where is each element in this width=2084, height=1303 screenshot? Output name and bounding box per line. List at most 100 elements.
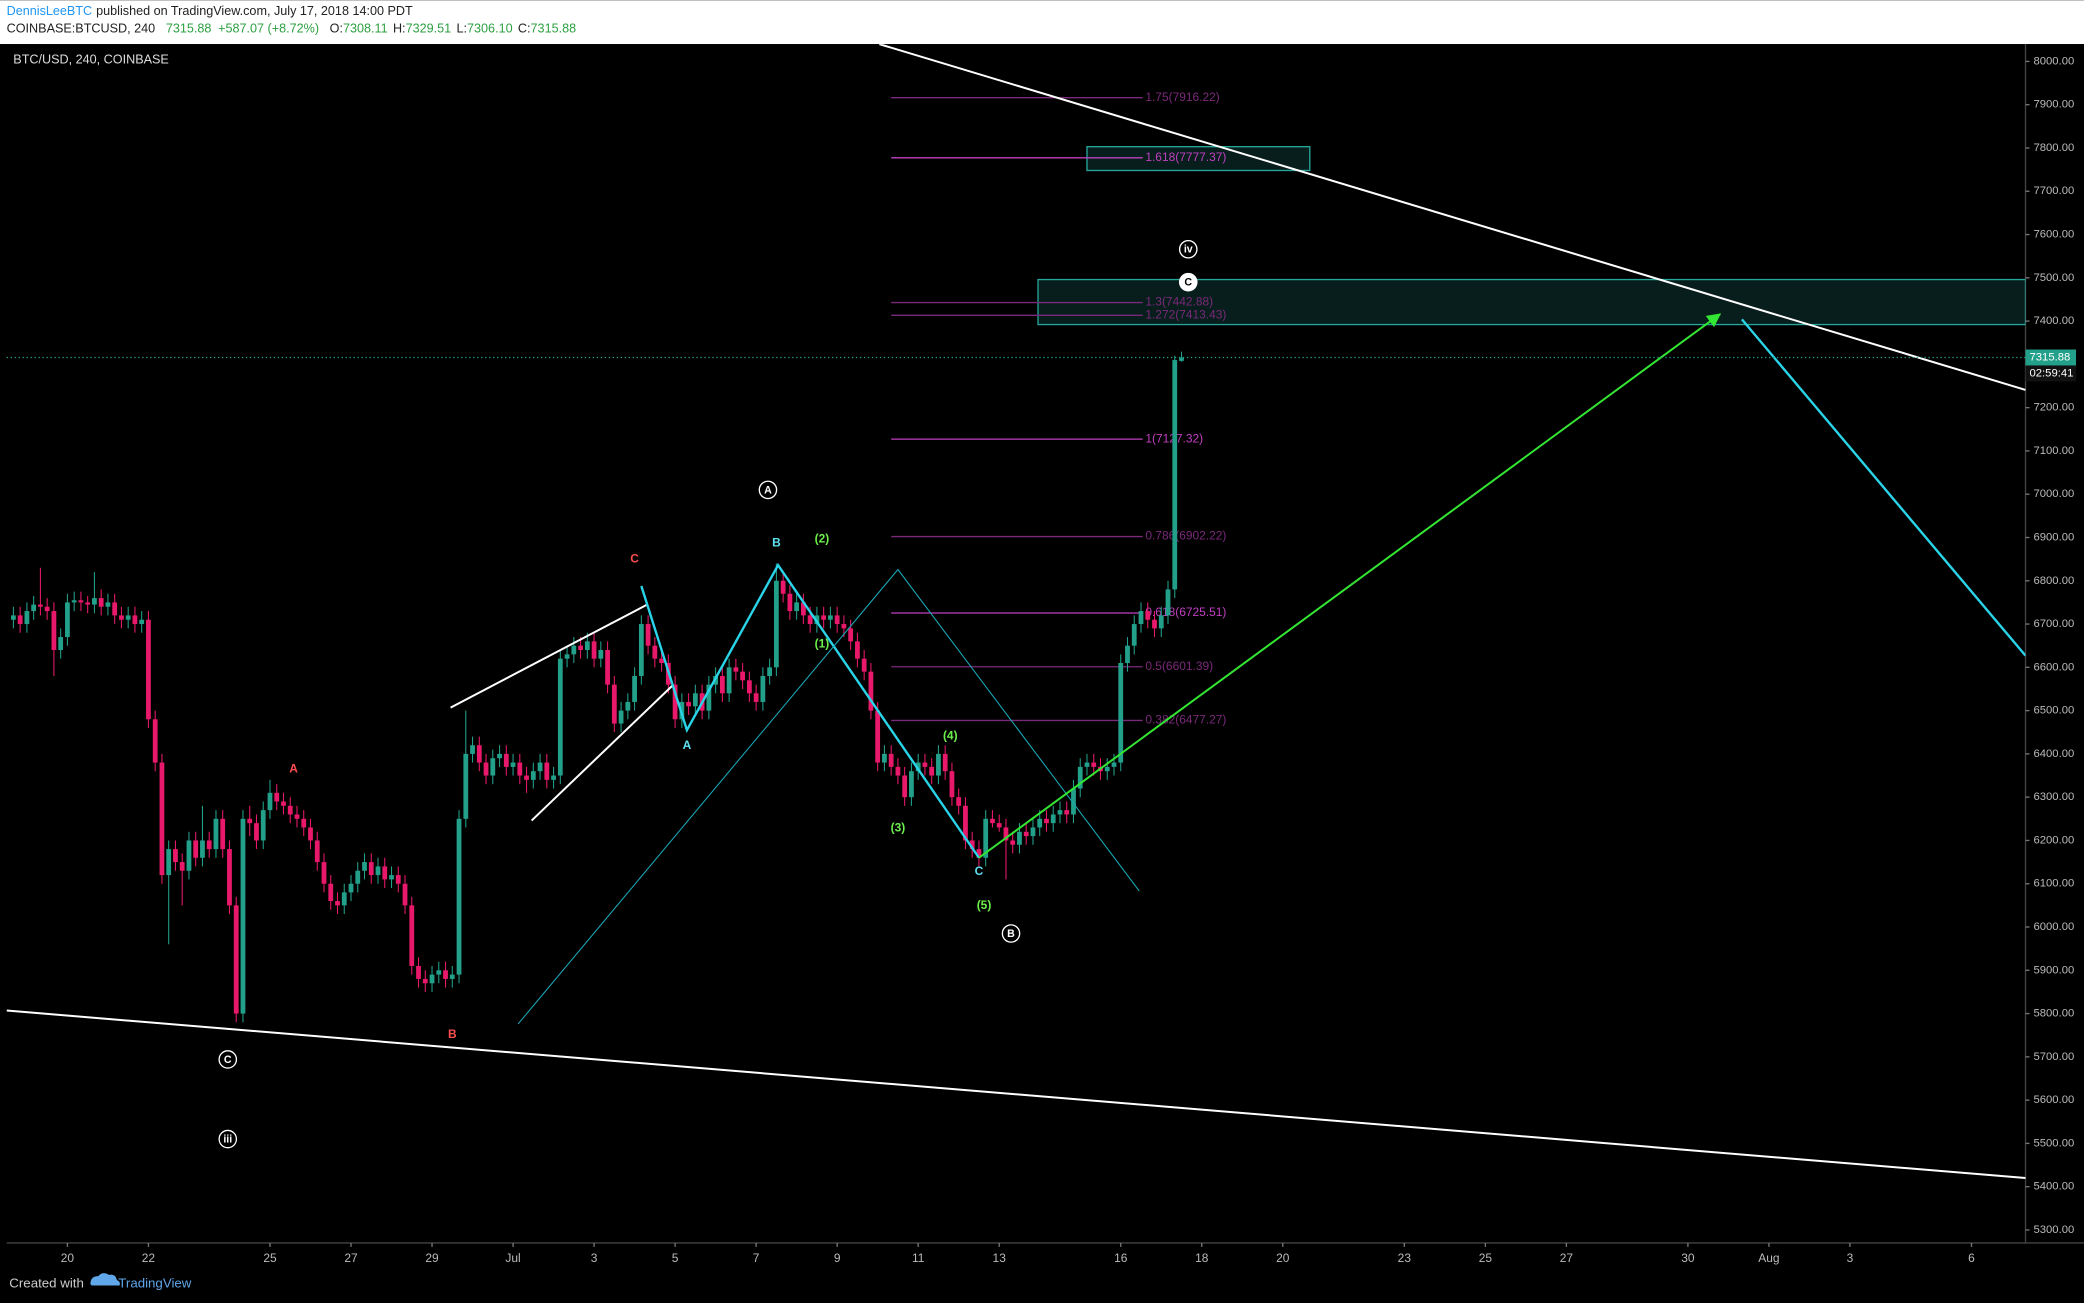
y-tick-label: 7700.00 xyxy=(2033,185,2074,197)
candle-body xyxy=(672,684,678,720)
candle-body xyxy=(260,810,266,841)
candle-body xyxy=(632,675,637,702)
candle-body xyxy=(348,883,354,893)
candle-body xyxy=(274,792,280,802)
x-tick-label: Jul xyxy=(505,1251,520,1265)
trend-line xyxy=(978,313,1722,859)
candle-body xyxy=(875,710,881,763)
candle-body xyxy=(490,758,496,776)
candle-body xyxy=(470,745,475,754)
candle-body xyxy=(530,771,536,780)
candle-body xyxy=(564,654,570,659)
candle-body xyxy=(983,818,989,858)
candle-body xyxy=(1003,827,1009,841)
candle-body xyxy=(956,797,962,806)
candle-body xyxy=(254,823,259,841)
candle-body xyxy=(524,775,529,780)
published: published on TradingView.com, July 17, 2… xyxy=(96,5,413,19)
x-tick-label: 23 xyxy=(1398,1251,1412,1265)
candle-body xyxy=(591,641,597,659)
candle-body xyxy=(476,745,482,763)
wave-label: A xyxy=(764,484,772,496)
candle-body xyxy=(780,580,786,594)
candle-body xyxy=(159,762,165,876)
y-tick-label: 5600.00 xyxy=(2033,1094,2074,1106)
candle-body xyxy=(868,671,874,711)
trend-line xyxy=(450,604,647,709)
candle-body xyxy=(11,615,16,620)
candle-body xyxy=(105,602,111,607)
candle-body xyxy=(58,637,64,651)
trend-line xyxy=(879,44,2026,391)
candle-body xyxy=(1010,840,1016,845)
last: 7315.88 xyxy=(166,22,212,36)
x-tick-label: 20 xyxy=(1276,1251,1290,1265)
fib-label: 1.618(7777.37) xyxy=(1145,150,1226,164)
candle-body xyxy=(173,849,178,863)
change: +587.07 (+8.72%) xyxy=(218,22,319,36)
wave-label: C xyxy=(975,864,984,878)
candle-body xyxy=(719,675,725,694)
y-tick-label: 7000.00 xyxy=(2033,488,2074,500)
candle-body xyxy=(1030,827,1036,837)
x-tick-label: 13 xyxy=(993,1251,1007,1265)
candle-body xyxy=(537,762,543,772)
candle-body xyxy=(38,604,43,607)
y-tick-label: 6800.00 xyxy=(2033,575,2074,587)
y-tick-label: 6200.00 xyxy=(2033,834,2074,846)
candle-body xyxy=(794,602,800,612)
candle-body xyxy=(942,753,948,772)
candle-body xyxy=(882,753,887,763)
y-tick-label: 6100.00 xyxy=(2033,878,2074,890)
candle-body xyxy=(949,771,955,798)
footer-brand[interactable]: TradingView xyxy=(118,1276,191,1291)
candle-body xyxy=(584,641,590,651)
candle-body xyxy=(990,818,995,824)
candle-body xyxy=(1145,611,1151,620)
x-tick-label: 25 xyxy=(263,1251,277,1265)
y-tick-label: 7400.00 xyxy=(2033,315,2074,327)
candle-body xyxy=(24,611,30,625)
candle-body xyxy=(909,771,914,798)
y-tick-label: 6300.00 xyxy=(2033,791,2074,803)
fib-label: 1.75(7916.22) xyxy=(1145,90,1219,104)
candle-body xyxy=(922,762,928,767)
candle-body xyxy=(146,619,151,720)
x-tick-label: Aug xyxy=(1758,1251,1779,1265)
candle-body xyxy=(821,615,827,620)
y-tick-label: 7900.00 xyxy=(2033,99,2074,111)
header-bg xyxy=(0,0,2084,45)
y-tick-label: 8000.00 xyxy=(2033,55,2074,67)
candle-body xyxy=(571,645,577,655)
candle-body xyxy=(855,641,860,659)
candle-body xyxy=(220,818,226,850)
target-box xyxy=(1086,146,1311,172)
candle-body xyxy=(1152,619,1157,629)
candle-body xyxy=(132,615,138,625)
wave-label: (2) xyxy=(815,532,830,546)
countdown-tag xyxy=(2025,365,2077,382)
candle-body xyxy=(787,593,793,612)
candle-body xyxy=(861,658,867,672)
candle-body xyxy=(557,658,563,776)
candle-body xyxy=(416,965,421,979)
wave-label: (3) xyxy=(891,820,906,834)
author[interactable]: DennisLeeBTC xyxy=(7,5,93,19)
y-tick-label: 6500.00 xyxy=(2033,705,2074,717)
x-tick-label: 27 xyxy=(344,1251,358,1265)
candle-body xyxy=(389,875,394,880)
candle-body xyxy=(753,693,759,702)
candle-body xyxy=(166,849,172,876)
candle-body xyxy=(1158,615,1164,629)
candle-body xyxy=(227,849,232,906)
candle-body xyxy=(625,701,631,711)
candle-body xyxy=(686,701,691,707)
candle-body xyxy=(341,892,347,906)
wave-label: C xyxy=(224,1054,232,1066)
candle-body xyxy=(267,792,273,811)
ohlc-label: C: xyxy=(518,22,531,36)
candle-body xyxy=(85,602,91,605)
countdown-label: 02:59:41 xyxy=(2030,367,2074,379)
y-tick-label: 7800.00 xyxy=(2033,142,2074,154)
y-tick-label: 5900.00 xyxy=(2033,964,2074,976)
